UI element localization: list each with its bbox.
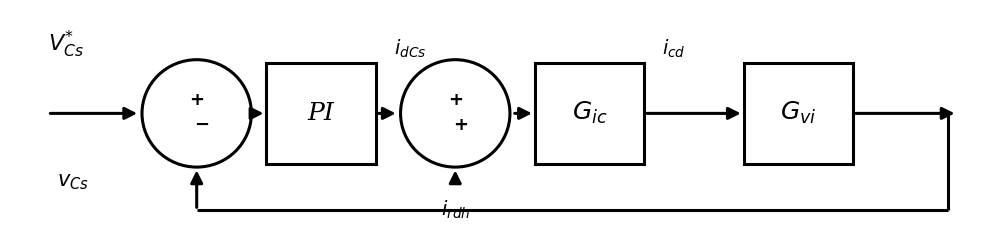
Text: $V_{Cs}^{*}$: $V_{Cs}^{*}$: [48, 29, 83, 60]
Text: PI: PI: [308, 102, 334, 125]
Ellipse shape: [142, 60, 251, 167]
Text: −: −: [194, 116, 209, 134]
Text: $v_{Cs}$: $v_{Cs}$: [57, 173, 89, 192]
Text: +: +: [189, 91, 204, 109]
Text: +: +: [448, 91, 463, 109]
Text: $i_{dCs}$: $i_{dCs}$: [394, 38, 427, 60]
Bar: [744, 63, 853, 164]
Text: $i_{rdh}$: $i_{rdh}$: [441, 199, 470, 221]
Bar: [535, 63, 644, 164]
Ellipse shape: [401, 60, 510, 167]
Text: +: +: [453, 116, 468, 134]
Text: $G_{ic}$: $G_{ic}$: [572, 100, 607, 126]
Text: $i_{cd}$: $i_{cd}$: [662, 38, 686, 60]
Text: $G_{vi}$: $G_{vi}$: [780, 100, 817, 126]
Bar: [266, 63, 376, 164]
